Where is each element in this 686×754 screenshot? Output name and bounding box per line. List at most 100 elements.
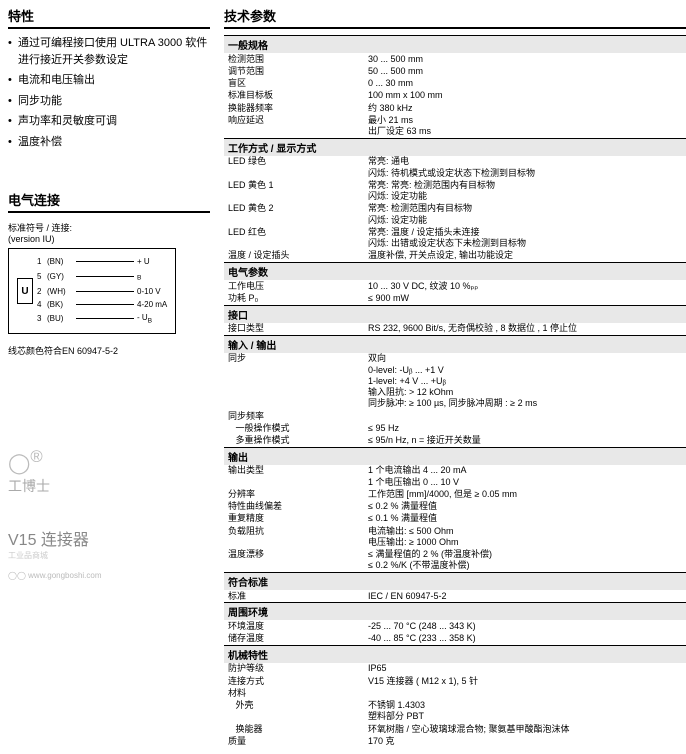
spec-value: 170 克 (364, 735, 686, 747)
spec-label: 储存温度 (224, 633, 364, 645)
spec-label: LED 红色 (224, 226, 364, 250)
spec-value: ≤ 0.1 % 满量程值 (364, 513, 686, 525)
spec-value: 10 ... 30 V DC, 纹波 10 %ₚₚ (364, 280, 686, 292)
spec-label: 环境温度 (224, 620, 364, 632)
wire-row: 2(WH)0-10 V (37, 285, 167, 298)
spec-label: 响应延迟 (224, 114, 364, 138)
features-title: 特性 (8, 6, 210, 29)
spec-label: 一般操作模式 (224, 422, 364, 434)
spec-value: V15 连接器 ( M12 x 1), 5 针 (364, 675, 686, 687)
spec-row: 分辨率工作范围 [mm]/4000, 但是 ≥ 0.05 mm (224, 488, 686, 500)
spec-row: 盲区0 ... 30 mm (224, 78, 686, 90)
spec-table: 环境温度-25 ... 70 °C (248 ... 343 K)储存温度-40… (224, 620, 686, 645)
spec-section-header: 一般规格 (224, 35, 686, 53)
spec-row: 换能器环氧树脂 / 空心玻璃球混合物; 聚氨基甲酸酯泡沫体 (224, 723, 686, 735)
spec-row: 材料 (224, 687, 686, 699)
spec-value: 约 380 kHz (364, 102, 686, 114)
spec-row: LED 红色常亮: 温度 / 设定插头未连接闪烁: 出错或设定状态下未检测到目标… (224, 226, 686, 250)
spec-label: 质量 (224, 735, 364, 747)
elec-note: 标准符号 / 连接:(version IU) (8, 221, 210, 244)
wire-row: 3(BU)- UB (37, 311, 167, 328)
spec-row: 检测范围30 ... 500 mm (224, 53, 686, 65)
spec-value: 50 ... 500 mm (364, 65, 686, 77)
spec-value: -40 ... 85 °C (233 ... 358 K) (364, 633, 686, 645)
spec-section-header: 周围环境 (224, 602, 686, 620)
spec-label: 特性曲线偏差 (224, 501, 364, 513)
spec-value: 双向0-level: -Uᵦ ... +1 V1-level: +4 V ...… (364, 353, 686, 410)
spec-table: 输出类型1 个电流输出 4 ... 20 mA1 个电压输出 0 ... 10 … (224, 465, 686, 572)
spec-section-header: 输出 (224, 447, 686, 465)
spec-value: 电流输出: ≤ 500 Ohm电压输出: ≥ 1000 Ohm (364, 525, 686, 549)
spec-label: 输出类型 (224, 465, 364, 489)
spec-label: 多重操作模式 (224, 435, 364, 447)
spec-value: 100 mm x 100 mm (364, 90, 686, 102)
spec-value: 工作范围 [mm]/4000, 但是 ≥ 0.05 mm (364, 488, 686, 500)
spec-label: 接口类型 (224, 323, 364, 335)
spec-label: 温度 / 设定插头 (224, 250, 364, 262)
spec-table: 标准IEC / EN 60947-5-2 (224, 590, 686, 602)
spec-label: 标准 (224, 590, 364, 602)
wiring-diagram: U 1(BN)+ U5(GY)B2(WH)0-10 V4(BK)4-20 mA3… (8, 248, 176, 334)
spec-value: 常亮: 温度 / 设定插头未连接闪烁: 出错或设定状态下未检测到目标物 (364, 226, 686, 250)
elec-title: 电气连接 (8, 190, 210, 213)
spec-label: 换能器频率 (224, 102, 364, 114)
u-box: U (17, 278, 33, 304)
spec-section-header: 输入 / 输出 (224, 335, 686, 353)
spec-row: 工作电压10 ... 30 V DC, 纹波 10 %ₚₚ (224, 280, 686, 292)
spec-label: 防护等级 (224, 663, 364, 675)
wire-row: 5(GY)B (37, 268, 167, 285)
spec-row: LED 黄色 1常亮: 常亮: 检测范围内有目标物闪烁: 设定功能 (224, 179, 686, 203)
spec-row: LED 绿色常亮: 通电闪烁: 待机模式或设定状态下检测到目标物 (224, 156, 686, 180)
spec-row: 外壳不锈钢 1.4303塑料部分 PBT (224, 700, 686, 724)
spec-value: 30 ... 500 mm (364, 53, 686, 65)
spec-row: LED 黄色 2常亮: 检测范围内有目标物闪烁: 设定功能 (224, 203, 686, 227)
spec-label: LED 绿色 (224, 156, 364, 180)
spec-label: 温度漂移 (224, 549, 364, 573)
spec-label: 同步频率 (224, 410, 364, 422)
spec-table: 防护等级IP65连接方式V15 连接器 ( M12 x 1), 5 针材料 外壳… (224, 663, 686, 748)
spec-label: 分辨率 (224, 488, 364, 500)
feature-item: 同步功能 (8, 93, 210, 110)
spec-row: 储存温度-40 ... 85 °C (233 ... 358 K) (224, 633, 686, 645)
spec-label: LED 黄色 2 (224, 203, 364, 227)
spec-row: 温度漂移≤ 满量程值的 2 % (带温度补偿)≤ 0.2 %/K (不带温度补偿… (224, 549, 686, 573)
spec-value: -25 ... 70 °C (248 ... 343 K) (364, 620, 686, 632)
watermark: ◯® 工博士 V15 连接器 工业品商城 ◯◯ www.gongboshi.co… (8, 447, 210, 580)
spec-row: 特性曲线偏差≤ 0.2 % 满量程值 (224, 501, 686, 513)
feature-item: 电流和电压输出 (8, 72, 210, 89)
spec-value: ≤ 满量程值的 2 % (带温度补偿)≤ 0.2 %/K (不带温度补偿) (364, 549, 686, 573)
spec-row: 连接方式V15 连接器 ( M12 x 1), 5 针 (224, 675, 686, 687)
wire-row: 4(BK)4-20 mA (37, 298, 167, 311)
spec-row: 重复精度≤ 0.1 % 满量程值 (224, 513, 686, 525)
spec-value: RS 232, 9600 Bit/s, 无奇偶校验 , 8 数据位 , 1 停止… (364, 323, 686, 335)
spec-row: 换能器频率约 380 kHz (224, 102, 686, 114)
spec-value: 1 个电流输出 4 ... 20 mA1 个电压输出 0 ... 10 V (364, 465, 686, 489)
spec-label: 重复精度 (224, 513, 364, 525)
tech-params-title: 技术参数 (224, 6, 686, 29)
spec-value (364, 410, 686, 422)
spec-row: 负载阻抗电流输出: ≤ 500 Ohm电压输出: ≥ 1000 Ohm (224, 525, 686, 549)
spec-table: 同步双向0-level: -Uᵦ ... +1 V1-level: +4 V .… (224, 353, 686, 447)
feature-item: 声功率和灵敏度可调 (8, 113, 210, 130)
spec-label: 标准目标板 (224, 90, 364, 102)
spec-section-header: 工作方式 / 显示方式 (224, 138, 686, 156)
spec-label: 材料 (224, 687, 364, 699)
spec-value: IP65 (364, 663, 686, 675)
spec-row: 响应延迟最小 21 ms出厂设定 63 ms (224, 114, 686, 138)
spec-label: 换能器 (224, 723, 364, 735)
spec-table: 检测范围30 ... 500 mm调节范围50 ... 500 mm盲区0 ..… (224, 53, 686, 138)
spec-row: 输出类型1 个电流输出 4 ... 20 mA1 个电压输出 0 ... 10 … (224, 465, 686, 489)
spec-value: 最小 21 ms出厂设定 63 ms (364, 114, 686, 138)
spec-table: LED 绿色常亮: 通电闪烁: 待机模式或设定状态下检测到目标物LED 黄色 1… (224, 156, 686, 262)
color-note: 线芯颜色符合EN 60947-5-2 (8, 344, 210, 357)
spec-value: ≤ 0.2 % 满量程值 (364, 501, 686, 513)
spec-row: 调节范围50 ... 500 mm (224, 65, 686, 77)
spec-row: 功耗 P₀≤ 900 mW (224, 292, 686, 304)
spec-value: 环氧树脂 / 空心玻璃球混合物; 聚氨基甲酸酯泡沫体 (364, 723, 686, 735)
spec-table: 接口类型RS 232, 9600 Bit/s, 无奇偶校验 , 8 数据位 , … (224, 323, 686, 335)
spec-row: 标准目标板100 mm x 100 mm (224, 90, 686, 102)
feature-list: 通过可编程接口使用 ULTRA 3000 软件进行接近开关参数设定电流和电压输出… (8, 35, 210, 150)
feature-item: 温度补偿 (8, 134, 210, 151)
feature-item: 通过可编程接口使用 ULTRA 3000 软件进行接近开关参数设定 (8, 35, 210, 68)
spec-row: 一般操作模式≤ 95 Hz (224, 422, 686, 434)
